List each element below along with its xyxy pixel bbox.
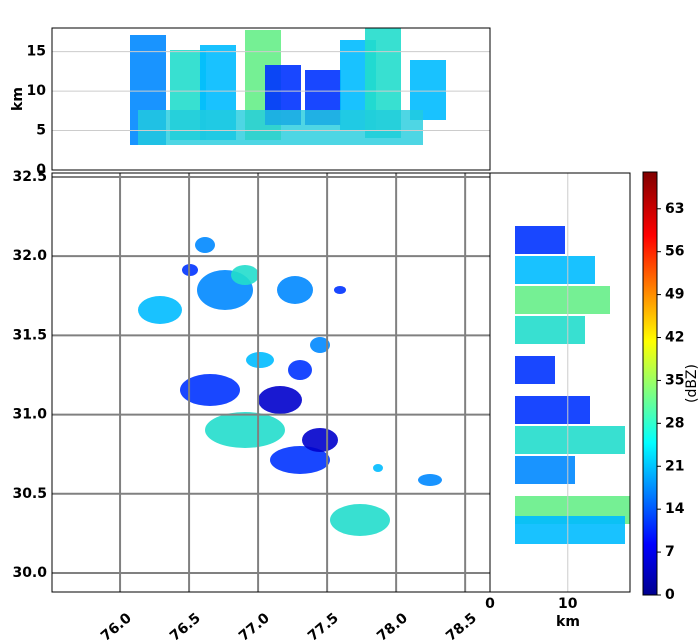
echo: [515, 396, 590, 424]
x-tick-label: 78.0: [374, 610, 411, 640]
colorbar: [642, 171, 658, 596]
echo: [310, 337, 330, 353]
echo: [246, 352, 274, 368]
echo: [138, 296, 182, 324]
echo: [288, 360, 312, 380]
colorbar-tick-label: 7: [665, 544, 675, 560]
x-tick-label: 78.5: [443, 610, 480, 640]
y-tick-label: 30.0: [12, 565, 47, 581]
plot-frame: [489, 172, 631, 593]
x-tick-label: 77.0: [236, 610, 273, 640]
echo: [418, 474, 442, 486]
radar-echoes: [130, 28, 630, 544]
echo: [515, 226, 565, 254]
echo: [270, 446, 330, 474]
echo: [231, 265, 259, 285]
y-tick-label: 15: [27, 44, 46, 60]
echo: [334, 286, 346, 294]
echo: [515, 256, 595, 284]
colorbar-tick-label: 56: [665, 244, 684, 260]
y-tick-label: 10: [27, 83, 47, 99]
y-axis-label: km: [10, 87, 26, 111]
echo: [515, 516, 625, 544]
colorbar-tick-label: 42: [665, 330, 684, 346]
echo: [330, 504, 390, 536]
echo: [515, 356, 555, 384]
colorbar-tick-label: 21: [665, 458, 684, 474]
y-tick-label: 31.5: [12, 327, 47, 343]
y-tick-label: 31.0: [12, 407, 47, 423]
echo: [373, 464, 383, 472]
echo: [138, 110, 423, 145]
echo: [205, 412, 285, 448]
echo: [180, 374, 240, 406]
plot-frame: [51, 27, 491, 171]
colorbar-tick-label: 49: [665, 287, 684, 303]
colorbar-tick-label: 35: [665, 372, 684, 388]
echo: [277, 276, 313, 304]
x-tick-label: 0: [485, 596, 495, 612]
y-tick-label: 32.0: [12, 248, 47, 264]
axes: 76.0 76.5 77.0 77.5 78.0 78.5 30.0 30.5 31.0 31.5…: [10, 27, 699, 644]
x-axis-label: km: [556, 614, 580, 630]
echo: [258, 386, 302, 414]
echo: [515, 426, 625, 454]
x-tick-label: 76.5: [167, 610, 204, 640]
echo: [515, 456, 575, 484]
x-tick-label: 77.5: [305, 610, 342, 640]
echo: [195, 237, 215, 253]
colorbar-tick-label: 0: [665, 587, 675, 603]
echo: [515, 316, 585, 344]
echo: [302, 428, 338, 452]
colorbar-tick-label: 28: [665, 415, 684, 431]
y-tick-label: 30.5: [12, 486, 47, 502]
x-tick-label: 76.0: [98, 610, 135, 640]
x-tick-label: 10: [558, 596, 578, 612]
y-tick-label: 32.5: [12, 169, 47, 185]
colorbar-tick-label: 63: [665, 201, 684, 217]
echo: [515, 286, 610, 314]
y-tick-label: 5: [36, 123, 46, 139]
colorbar-label: (dBZ): [684, 364, 699, 403]
colorbar-tick-label: 14: [665, 501, 685, 517]
y-tick-label: 0: [36, 162, 46, 178]
plot-frame: [51, 172, 491, 593]
